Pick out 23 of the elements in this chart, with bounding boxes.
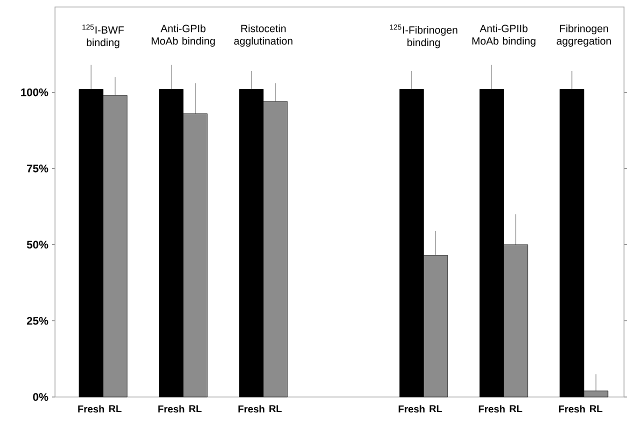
y-tick-label: 100% [21,88,48,96]
text: Fresh [478,405,505,413]
text: Fresh [398,405,425,413]
x-tick-label: Anti-GPIb MoAb binding [152,24,215,47]
y-tick-label: 25% [26,316,48,325]
x-tick-label: Anti-GPIIb MoAb binding [472,24,536,47]
y-tick-label: 75% [27,164,48,172]
y-tick-label: 50% [26,240,48,249]
text: RL [590,405,602,412]
text: Fresh [78,405,104,413]
text: RL [189,405,202,412]
x-tick-label: $^{125}$I-Fibrinogen binding [390,24,458,48]
series-label: Fresh [158,405,184,413]
x-tick-label: Fibrinogen aggregation [556,24,611,47]
text: Fresh [559,405,585,413]
series-label: RL [109,405,122,412]
x-tick-label: $^{125}$I-BWF binding [82,24,124,48]
text: Fresh [238,405,264,413]
text: RL [510,405,522,412]
text: RL [269,405,282,412]
x-tick-label: Ristocetin agglutination [234,24,292,47]
y-tick-label: 0% [33,393,48,401]
text: RL [430,405,442,412]
